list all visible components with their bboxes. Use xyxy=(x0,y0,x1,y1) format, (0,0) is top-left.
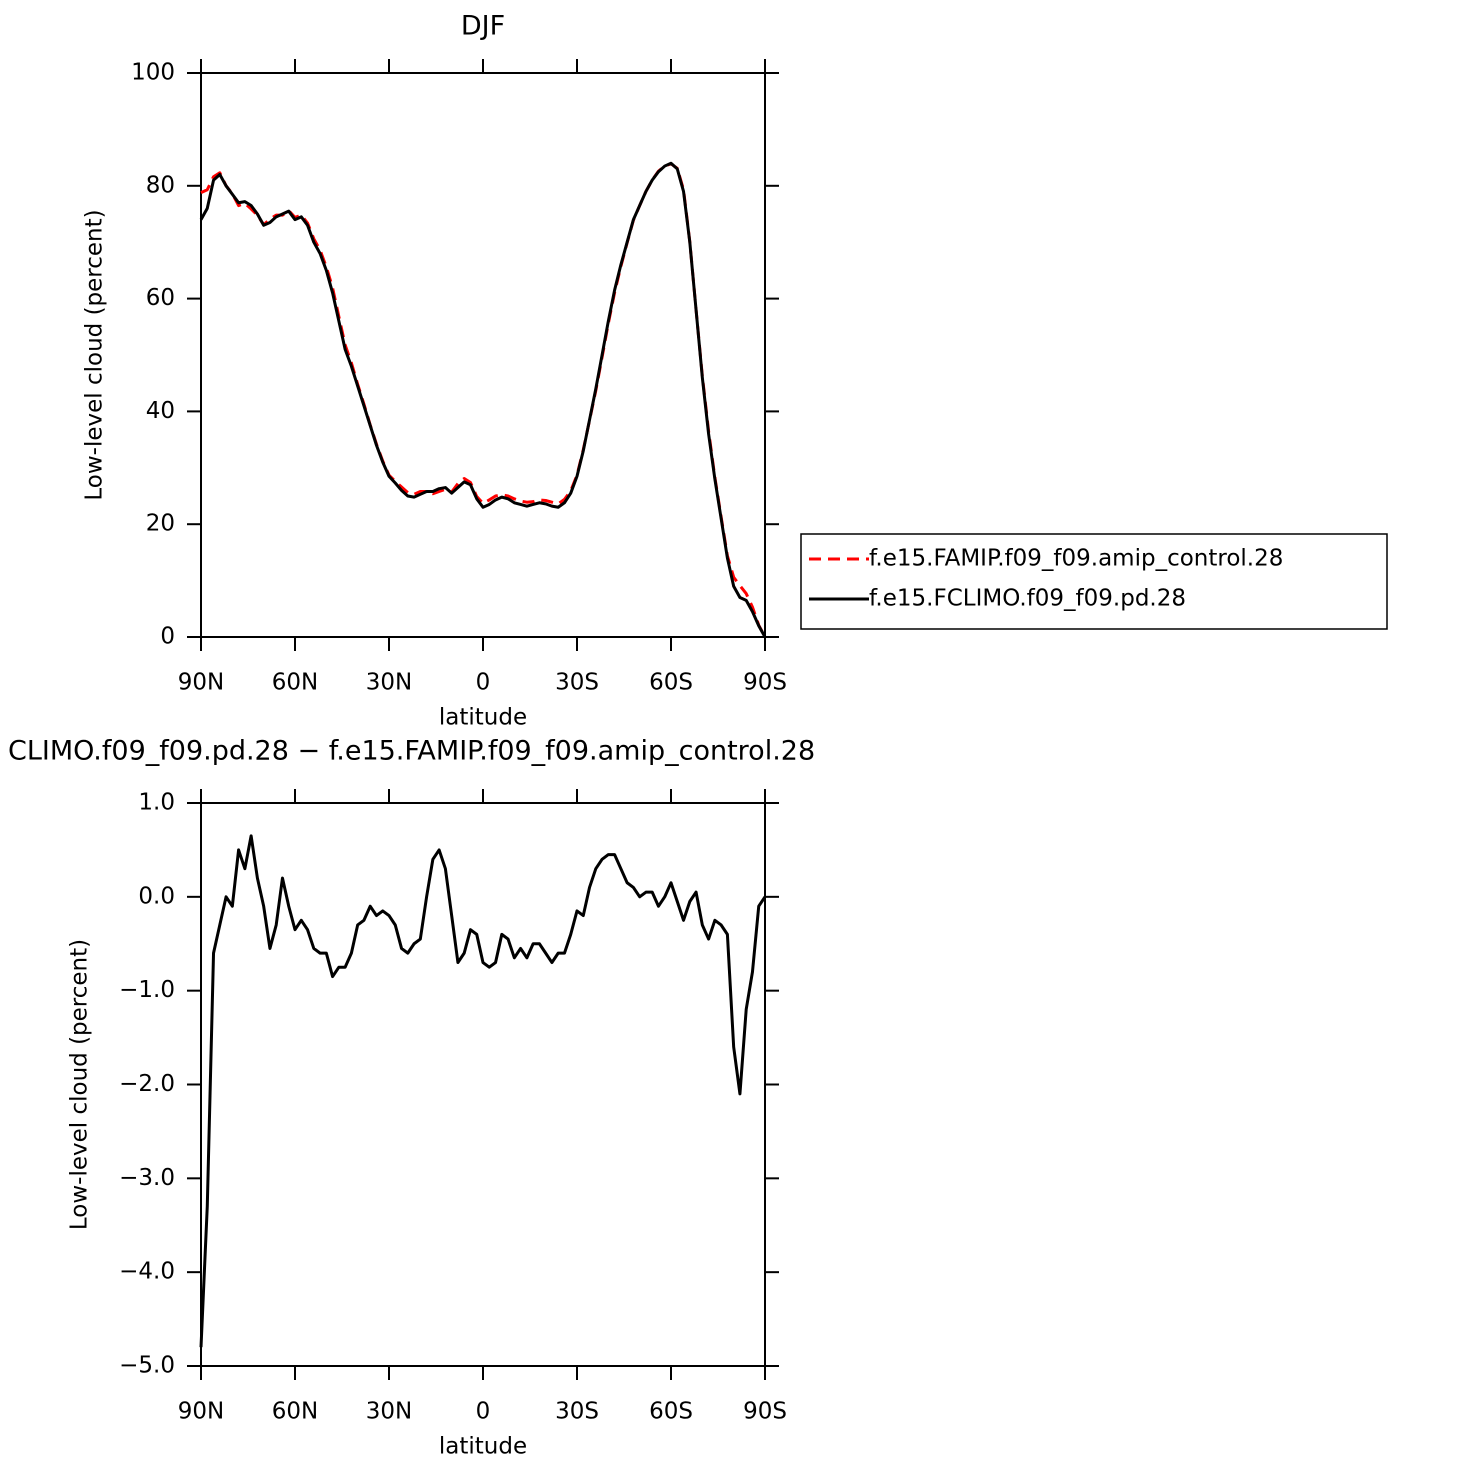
y-tick-label: −1.0 xyxy=(119,977,175,1003)
y-tick-label: 80 xyxy=(146,172,175,198)
y-tick-label: −3.0 xyxy=(119,1165,175,1191)
x-tick-label: 30N xyxy=(366,670,412,696)
x-tick-label: 90S xyxy=(743,1399,787,1425)
y-tick-label: 100 xyxy=(131,60,175,86)
y-tick-label: 40 xyxy=(146,398,175,424)
x-tick-label: 0 xyxy=(476,670,491,696)
x-tick-label: 60N xyxy=(272,1399,318,1425)
x-tick-label: 30N xyxy=(366,1399,412,1425)
plot-panel: DJF latitude Low-level cloud (percent) 90N 6… xyxy=(82,11,1388,731)
x-tick-label: 90S xyxy=(743,670,787,696)
data-line xyxy=(199,834,767,1348)
y-axis-label: Low-level cloud (percent) xyxy=(67,939,93,1230)
y-tick-label: −4.0 xyxy=(119,1259,175,1285)
legend-box xyxy=(800,533,1388,630)
y-axis-label: Low-level cloud (percent) xyxy=(82,209,108,500)
x-tick-label: 60S xyxy=(649,670,693,696)
x-tick-label: 0 xyxy=(476,1399,491,1425)
y-tick-label: −5.0 xyxy=(119,1353,175,1379)
y-tick-label: 60 xyxy=(146,285,175,311)
x-tick-label: 90N xyxy=(178,1399,224,1425)
x-tick-label: 60S xyxy=(649,1399,693,1425)
x-tick-label: 60N xyxy=(272,670,318,696)
x-tick-label: 30S xyxy=(555,670,599,696)
plot-frame xyxy=(200,72,766,638)
legend-label: f.e15.FAMIP.f09_f09.amip_control.28 xyxy=(869,546,1283,572)
chart-title: CLIMO.f09_f09.pd.28 − f.e15.FAMIP.f09_f0… xyxy=(8,736,815,767)
y-tick-label: −2.0 xyxy=(119,1071,175,1097)
x-axis-label: latitude xyxy=(439,1434,527,1460)
legend-label: f.e15.FCLIMO.f09_f09.pd.28 xyxy=(869,586,1186,612)
x-tick-label: 30S xyxy=(555,1399,599,1425)
chart-title: DJF xyxy=(461,11,505,42)
plot-panel: CLIMO.f09_f09.pd.28 − f.e15.FAMIP.f09_f0… xyxy=(8,736,815,1460)
y-tick-label: 1.0 xyxy=(138,790,175,816)
data-line xyxy=(200,162,767,638)
data-line xyxy=(199,161,767,638)
x-tick-label: 90N xyxy=(178,670,224,696)
y-tick-label: 20 xyxy=(146,511,175,537)
y-tick-label: 0.0 xyxy=(138,883,175,909)
x-axis-label: latitude xyxy=(439,705,527,731)
y-tick-label: 0 xyxy=(160,624,175,650)
